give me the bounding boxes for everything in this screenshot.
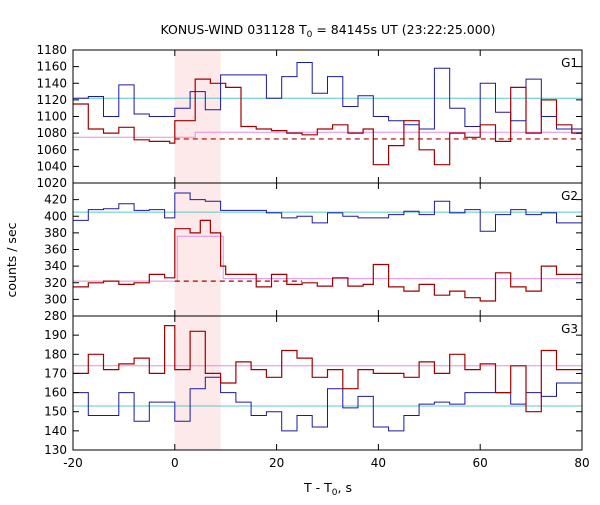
y-tick-label: 320 (44, 276, 67, 290)
x-axis-label: T - T0, s (303, 480, 352, 498)
panel-frame (72, 182, 583, 317)
y-tick-label: 160 (44, 386, 67, 400)
series-blue (73, 192, 582, 232)
panel-g3: 130 140 150 160 170 180 190 -20 0 20 40 60 80 G3 (44, 315, 590, 470)
y-tick-label: 170 (44, 366, 67, 380)
y-tick-label: 150 (44, 405, 67, 419)
highlight-interval (174, 50, 221, 450)
panel-g2: 280 300 320 340 360 380 400 420 G2 (44, 182, 583, 323)
y-tick-label: 190 (44, 328, 67, 342)
panel-frame (72, 315, 583, 451)
series-blue (73, 62, 582, 130)
background-level-pink (73, 131, 582, 138)
y-tick-label: 1160 (36, 60, 67, 74)
y-tick-label: 1120 (36, 93, 67, 107)
y-tick-label: 130 (44, 443, 67, 457)
y-tick-label: 380 (44, 226, 67, 240)
x-tick-label: -20 (63, 456, 83, 470)
panel-label: G2 (561, 189, 578, 203)
y-tick-label: 1060 (36, 143, 67, 157)
x-tick-label: 20 (269, 456, 284, 470)
series-red (73, 219, 582, 302)
x-tick-label: 80 (574, 456, 589, 470)
y-tick-label: 420 (44, 193, 67, 207)
y-tick-label: 1180 (36, 43, 67, 57)
panel-label: G1 (561, 56, 578, 70)
y-tick-label: 360 (44, 243, 67, 257)
y-axis-label: counts / sec (4, 222, 19, 297)
series-blue (73, 376, 582, 432)
y-tick-label: 140 (44, 424, 67, 438)
x-tick-label: 40 (371, 456, 386, 470)
x-tick-label: 60 (473, 456, 488, 470)
x-tick-label: 0 (171, 456, 179, 470)
y-tick-label: 1140 (36, 76, 67, 90)
y-tick-label: 300 (44, 292, 67, 306)
panels: 1020 1040 1060 1080 1100 1120 1140 1160 1180 G1 28… (36, 43, 589, 470)
y-tick-label: 1080 (36, 126, 67, 140)
y-tick-label: 1040 (36, 159, 67, 173)
chart-title: KONUS-WIND 031128 T0 = 84145s UT (23:22:… (160, 22, 495, 40)
panel-g1: 1020 1040 1060 1080 1100 1120 1140 1160 1180 G1 (36, 43, 583, 190)
y-tick-label: 1100 (36, 110, 67, 124)
panel-label: G3 (561, 322, 578, 336)
y-tick-label: 400 (44, 209, 67, 223)
series-red (73, 325, 582, 413)
y-tick-label: 180 (44, 347, 67, 361)
y-tick-label: 280 (44, 309, 67, 323)
y-tick-label: 340 (44, 259, 67, 273)
series-red (73, 78, 582, 166)
y-tick-label: 1020 (36, 176, 67, 190)
